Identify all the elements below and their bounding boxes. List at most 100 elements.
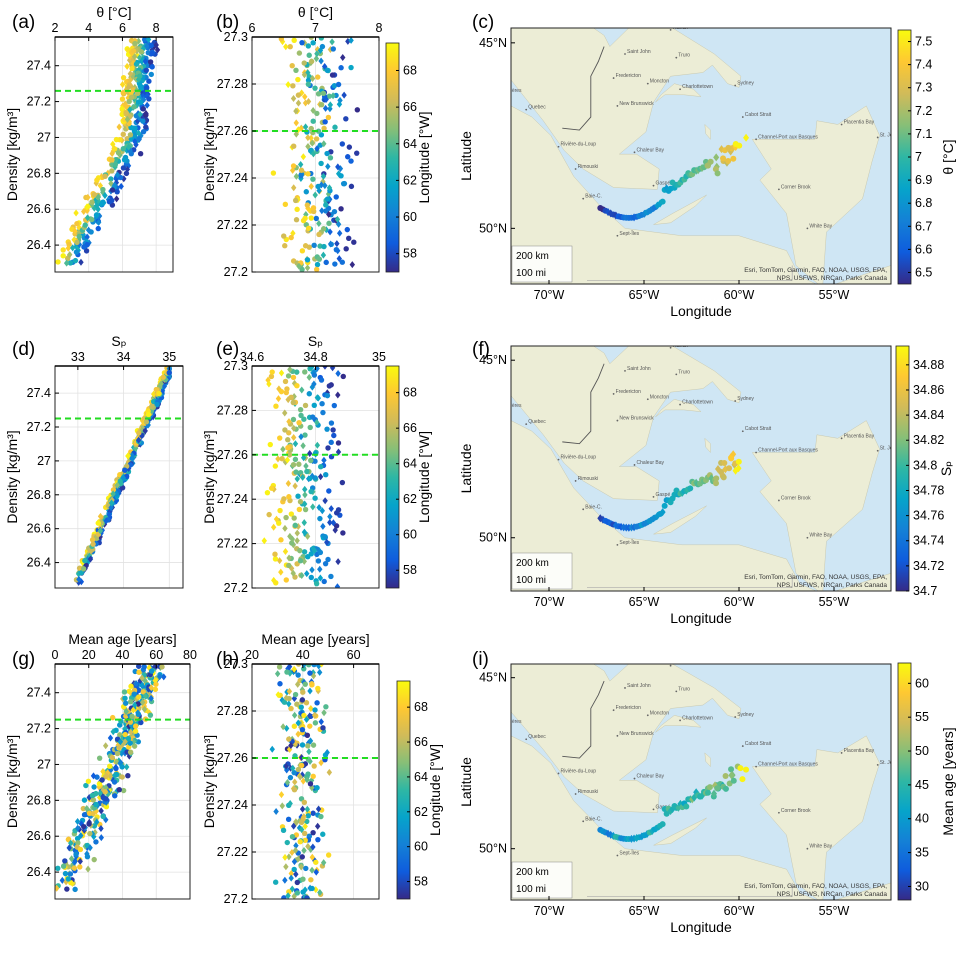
data-point: [84, 233, 90, 241]
map-place-label: Saint John: [627, 683, 651, 689]
data-point: [82, 222, 88, 228]
data-point: [314, 700, 320, 706]
data-point: [321, 125, 327, 132]
data-point: [296, 262, 302, 270]
data-point: [116, 123, 122, 131]
colorbar-tick-label: 7.1: [915, 127, 932, 141]
data-point: [292, 846, 299, 854]
data-point: [153, 41, 159, 49]
data-point: [325, 852, 332, 858]
data-point: [331, 432, 337, 439]
data-point: [272, 879, 279, 885]
map-attribution: NPS, USFWS, NRCan, Parks Canada: [777, 275, 888, 282]
data-point: [330, 92, 336, 100]
data-point: [129, 65, 135, 72]
data-point: [318, 759, 324, 767]
y-tick-label: 26.6: [27, 522, 51, 536]
data-point: [94, 212, 100, 218]
data-point: [322, 366, 328, 370]
data-point: [322, 104, 329, 112]
y-axis-label: Density [kg/m³]: [201, 108, 217, 201]
data-point: [335, 448, 342, 456]
map-place-label: Sydney: [737, 396, 754, 402]
map-attribution: Esri, TomTom, Garmin, FAO, NOAA, USGS, E…: [744, 267, 887, 274]
colorbar-tick-label: 30: [915, 879, 929, 893]
data-point: [304, 257, 311, 263]
data-point: [277, 435, 283, 441]
data-point: [132, 40, 138, 47]
x-tick-label: 60: [149, 648, 163, 662]
data-point: [151, 390, 157, 398]
data-point: [114, 171, 121, 179]
data-point: [311, 242, 317, 249]
data-point: [308, 574, 314, 581]
data-point: [65, 244, 71, 252]
data-point: [292, 482, 298, 490]
data-point: [107, 763, 113, 769]
panel-label-i: (i): [472, 649, 489, 670]
map-land-newfoundland: [751, 105, 880, 284]
data-point: [124, 165, 131, 173]
map-place-label: Rivières: [504, 719, 523, 725]
data-point: [299, 805, 306, 813]
map-place-dot: [612, 393, 615, 395]
data-point: [659, 198, 666, 205]
colorbar-tick-label: 6.9: [915, 173, 932, 187]
data-point: [278, 568, 284, 576]
data-point: [142, 57, 149, 65]
map-place-dot: [616, 234, 619, 237]
data-point: [139, 698, 146, 706]
data-point: [108, 504, 114, 512]
x-tick-label: 4: [85, 21, 92, 35]
data-point: [156, 390, 162, 397]
data-point: [96, 781, 103, 787]
data-point: [288, 705, 294, 712]
data-point: [112, 771, 118, 779]
data-point: [282, 548, 289, 556]
x-axis-label: Longitude: [670, 303, 732, 319]
data-point: [339, 141, 346, 147]
data-point: [120, 474, 127, 482]
data-point: [161, 673, 167, 681]
data-point: [301, 71, 308, 79]
data-point: [323, 202, 329, 208]
data-point: [298, 754, 305, 762]
data-point: [334, 583, 341, 588]
data-point: [137, 44, 144, 52]
data-point: [100, 786, 106, 794]
map-place-dot: [806, 847, 809, 850]
data-point: [92, 828, 98, 836]
map-place-dot: [876, 136, 879, 139]
x-tick-label: 80: [183, 648, 197, 662]
data-point: [93, 807, 100, 815]
data-point: [324, 67, 331, 73]
colorbar-tick-label: 64: [403, 137, 417, 151]
data-point: [90, 541, 96, 547]
map-land-magdalen: [704, 437, 711, 454]
y-axis-label: Density [kg/m³]: [4, 735, 20, 828]
data-point: [282, 427, 288, 433]
map-place-label: Baie-C.: [585, 816, 602, 822]
data-point: [284, 778, 291, 786]
data-point: [334, 240, 340, 248]
y-tick-label: 27.2: [224, 581, 248, 595]
data-point: [311, 664, 317, 668]
data-point: [298, 433, 304, 441]
data-point: [103, 796, 109, 802]
colorbar-c: 6.5 6.6 6.7 6.8 6.9 7 7.1 7.2 7.3 7.4 7.5 θ [°C]: [897, 29, 956, 285]
data-point: [280, 827, 287, 834]
data-point: [108, 176, 114, 182]
map-land-pei: [655, 715, 702, 733]
data-point: [149, 64, 155, 70]
map-land-newfoundland: [751, 420, 880, 591]
map-place-label: Chaleur Bay: [637, 460, 665, 466]
colorbar-tick-label: 60: [414, 840, 428, 854]
map-place-label: Placentia Bay: [844, 119, 875, 125]
y-tick-label: 27.2: [27, 95, 51, 109]
x-axis-label: Mean age [years]: [68, 631, 176, 647]
panel-label-f: (f): [472, 339, 490, 360]
plot-area-c: Sept-Îles Baie-C. Rimouski Gaspé Chaleur Bay…: [511, 28, 891, 284]
x-tick-label: 34.8: [303, 350, 327, 364]
map-place-dot: [652, 808, 655, 811]
data-point: [294, 475, 300, 483]
